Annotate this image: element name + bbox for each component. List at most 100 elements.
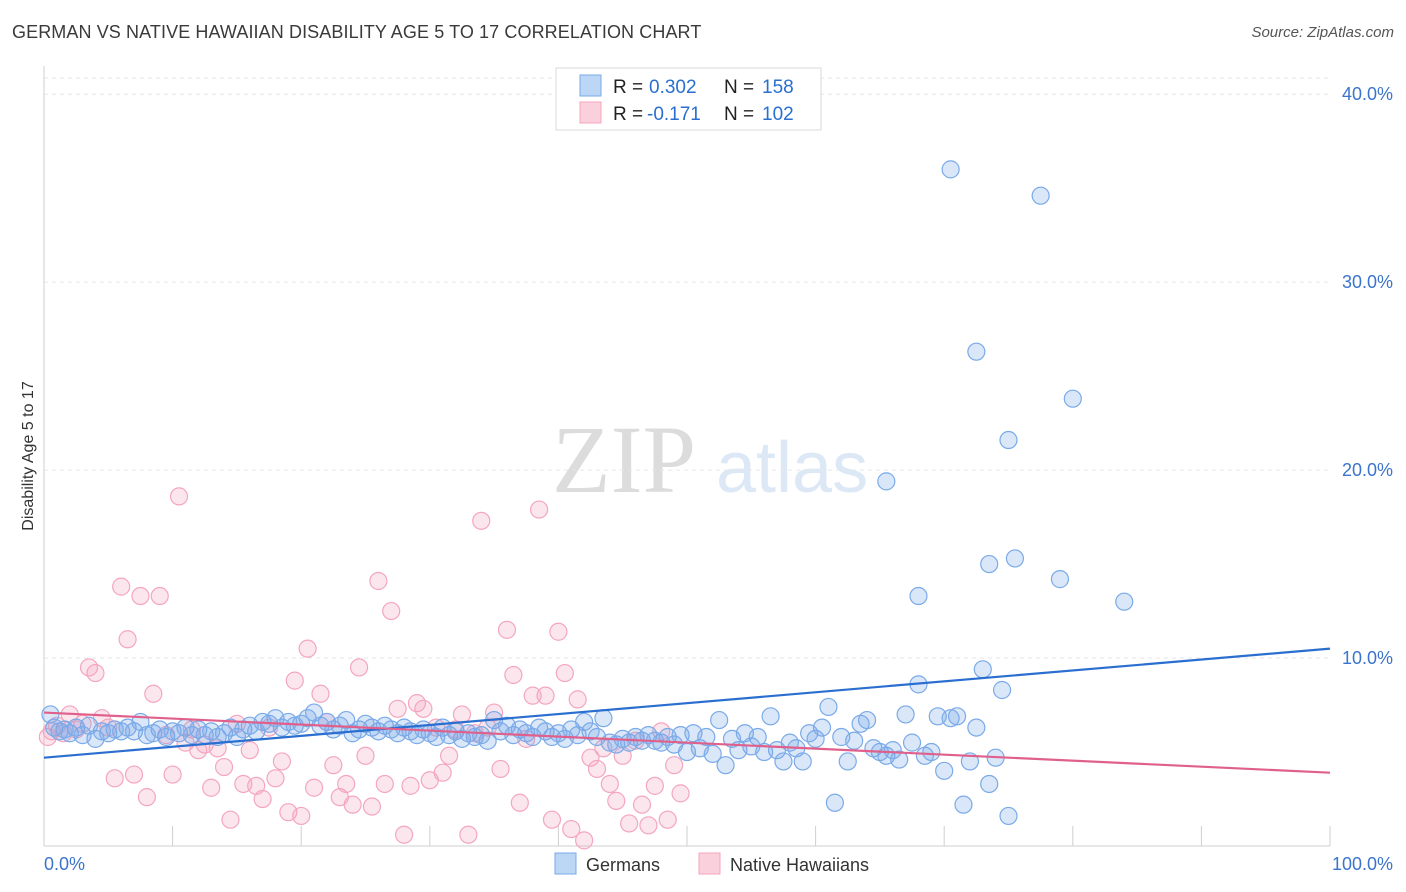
legend-bottom-label-native-hawaiians: Native Hawaiians — [730, 855, 869, 875]
native-hawaiians-point — [356, 746, 375, 765]
germans-point — [1115, 592, 1134, 611]
germans-point — [947, 707, 967, 726]
native-hawaiians-point — [639, 816, 658, 835]
native-hawaiians-point — [439, 746, 459, 765]
native-hawaiians-point — [394, 825, 414, 844]
native-hawaiians-trend-line — [43, 711, 1331, 774]
native-hawaiians-point — [144, 684, 163, 703]
legend-n-value-1: 158 — [762, 77, 794, 98]
native-hawaiians-point — [105, 769, 124, 788]
germans-point — [980, 774, 999, 794]
native-hawaiians-point — [555, 663, 574, 683]
germans-point — [999, 806, 1018, 826]
y-tick-labels: 10.0% 20.0% 30.0% 40.0% — [1342, 84, 1393, 668]
native-hawaiians-point — [433, 763, 452, 782]
native-hawaiians-point — [163, 765, 182, 784]
native-hawaiians-point — [382, 601, 401, 621]
germans-point — [793, 752, 812, 771]
legend-n-label-2: N = — [724, 104, 754, 125]
native-hawaiians-point — [600, 774, 619, 794]
germans-point — [812, 718, 832, 737]
legend-bottom-swatch-germans — [554, 852, 577, 875]
native-hawaiians-point — [112, 577, 131, 596]
native-hawaiians-point — [375, 774, 394, 794]
y-tick-label: 20.0% — [1342, 460, 1393, 480]
native-hawaiians-point — [607, 791, 626, 810]
germans-point — [806, 729, 825, 748]
legend-swatch-germans — [579, 74, 602, 97]
x-tick-label-min: 0.0% — [44, 854, 85, 874]
germans-trend-line — [43, 647, 1331, 759]
native-hawaiians-point — [620, 814, 639, 833]
germans-point — [883, 741, 902, 760]
germans-point — [877, 472, 896, 491]
legend-top: R = 0.302 N = 158 R = -0.171 N = 102 — [555, 67, 822, 131]
germans-point — [1063, 389, 1082, 408]
germans-point — [710, 710, 729, 730]
germans-point — [902, 733, 922, 752]
native-hawaiians-point — [304, 778, 324, 797]
native-hawaiians-point — [562, 819, 581, 839]
native-hawaiians-point — [214, 757, 234, 777]
germans-point — [819, 697, 838, 717]
native-hawaiians-point — [491, 759, 510, 779]
germans-point — [967, 342, 986, 361]
native-hawaiians-point — [401, 776, 420, 795]
germans-point — [980, 554, 999, 574]
watermark-atlas: atlas — [716, 428, 868, 508]
legend-bottom-label-germans: Germans — [586, 855, 660, 875]
legend-n-label-1: N = — [724, 77, 754, 98]
native-hawaiians-point — [587, 759, 607, 779]
germans-point — [703, 744, 722, 764]
legend-bottom-swatch-native-hawaiians — [698, 852, 721, 875]
germans-point — [1005, 549, 1025, 568]
watermark: ZIP atlas — [552, 406, 868, 513]
native-hawaiians-point — [575, 831, 594, 850]
native-hawaiians-point — [240, 741, 259, 760]
native-hawaiians-point — [665, 756, 684, 775]
native-hawaiians-point — [292, 806, 311, 826]
native-hawaiians-point — [343, 795, 362, 814]
chart-source: Source: ZipAtlas.com — [1251, 24, 1394, 41]
native-hawaiians-point — [568, 690, 587, 709]
native-hawaiians-point — [497, 620, 517, 639]
legend-n-value-2: 102 — [762, 104, 794, 125]
germans-point — [838, 752, 857, 771]
native-hawaiians-point — [124, 765, 144, 784]
native-hawaiians-point — [485, 703, 504, 722]
chart-title: GERMAN VS NATIVE HAWAIIAN DISABILITY AGE… — [12, 22, 702, 42]
native-hawaiians-point — [285, 671, 304, 690]
native-hawaiians-point — [452, 705, 472, 724]
native-hawaiians-point — [298, 639, 317, 658]
legend-r-value-2: -0.171 — [647, 104, 701, 125]
native-hawaiians-point — [459, 825, 478, 844]
native-hawaiians-point — [658, 810, 677, 829]
watermark-zip: ZIP — [552, 406, 696, 513]
germans-point — [697, 727, 716, 747]
legend-bottom: Germans Native Hawaiians — [554, 852, 869, 875]
native-hawaiians-point — [349, 658, 369, 677]
native-hawaiians-point — [150, 586, 169, 606]
native-hawaiians-point — [510, 793, 529, 812]
native-hawaiians-points — [38, 487, 690, 850]
y-tick-label: 10.0% — [1342, 648, 1393, 668]
germans-point — [967, 718, 986, 737]
y-tick-label: 40.0% — [1342, 84, 1393, 104]
native-hawaiians-point — [523, 686, 542, 705]
native-hawaiians-point — [536, 686, 555, 705]
grid-lines — [44, 77, 1330, 659]
germans-point — [1050, 570, 1070, 589]
native-hawaiians-point — [388, 699, 407, 718]
native-hawaiians-point — [549, 622, 568, 641]
native-hawaiians-point — [169, 487, 189, 506]
germans-point — [992, 680, 1012, 700]
native-hawaiians-point — [369, 571, 388, 591]
native-hawaiians-point — [253, 789, 272, 809]
native-hawaiians-point — [266, 769, 285, 788]
native-hawaiians-point — [311, 684, 330, 703]
germans-point — [594, 709, 613, 728]
germans-point — [999, 430, 1018, 450]
native-hawaiians-point — [221, 810, 240, 829]
x-tick-label-max: 100.0% — [1332, 854, 1393, 874]
